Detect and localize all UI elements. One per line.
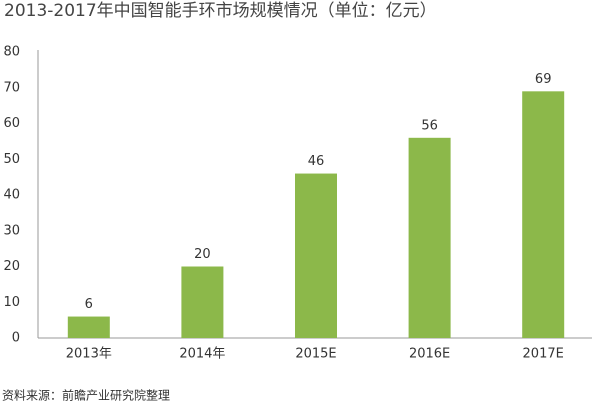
bar (181, 266, 224, 338)
y-tick-label: 40 (3, 188, 20, 203)
y-tick-label: 80 (3, 45, 20, 60)
bar (67, 316, 110, 338)
x-tick-label: 2013年 (66, 347, 112, 362)
y-tick-label: 0 (12, 331, 20, 346)
x-tick-label: 2017E (523, 347, 564, 362)
x-tick-label: 2016E (409, 347, 450, 362)
y-tick-label: 60 (3, 116, 20, 131)
x-tick-label: 2015E (295, 347, 336, 362)
data-label: 56 (421, 118, 438, 133)
data-label: 20 (194, 247, 211, 262)
y-tick-label: 10 (3, 295, 20, 310)
bar (522, 91, 565, 338)
chart-title: 2013-2017年中国智能手环市场规模情况（单位：亿元） (4, 1, 437, 21)
bar (408, 137, 451, 338)
source-note: 资料来源：前瞻产业研究院整理 (2, 388, 170, 403)
bar (295, 173, 337, 338)
y-tick-label: 20 (3, 259, 20, 274)
data-label: 69 (535, 72, 552, 87)
y-tick-label: 30 (3, 223, 20, 238)
x-tick-label: 2014年 (179, 347, 225, 362)
data-label: 46 (308, 154, 325, 169)
y-tick-label: 70 (3, 80, 20, 95)
data-label: 6 (85, 297, 93, 312)
y-tick-label: 50 (3, 152, 20, 167)
